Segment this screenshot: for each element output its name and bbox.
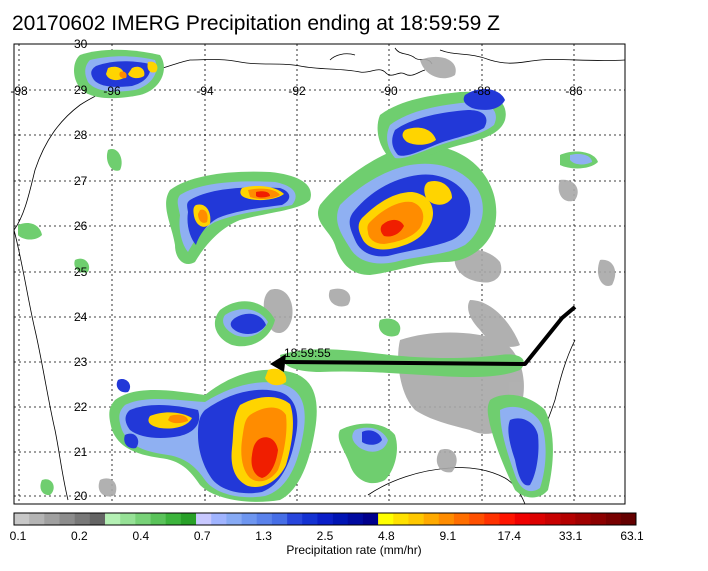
colorbar-tick-label: 4.8	[378, 529, 395, 543]
colorbar-tick-label: 63.1	[620, 529, 644, 543]
colorbar-swatch	[484, 513, 500, 525]
colorbar-swatch	[29, 513, 45, 525]
colorbar-swatch	[453, 513, 470, 525]
colorbar-swatch	[590, 513, 606, 525]
colorbar-swatch	[196, 513, 212, 525]
colorbar-swatch	[529, 513, 546, 525]
colorbar-tick-label: 0.1	[9, 529, 27, 543]
colorbar-swatch	[287, 513, 303, 525]
colorbar-swatch	[469, 513, 485, 525]
colorbar-swatch	[226, 513, 242, 525]
colorbar-swatch	[575, 513, 591, 525]
colorbar-swatch	[165, 513, 182, 525]
colorbar	[13, 512, 637, 526]
lat-label: 30	[74, 37, 88, 51]
colorbar-swatch	[378, 513, 394, 525]
lat-label: 22	[74, 400, 88, 414]
colorbar-swatch	[74, 513, 91, 525]
colorbar-swatch	[14, 513, 30, 525]
colorbar-swatch	[438, 513, 455, 525]
colorbar-swatch	[605, 513, 622, 525]
colorbar-swatch	[89, 513, 106, 525]
colorbar-swatch	[347, 513, 364, 525]
colorbar-swatch	[560, 513, 576, 525]
colorbar-swatch	[241, 513, 258, 525]
colorbar-swatch	[332, 513, 349, 525]
lon-label: -96	[103, 84, 121, 98]
lon-label: -94	[196, 84, 214, 98]
colorbar-swatch	[362, 513, 379, 525]
colorbar-swatch	[317, 513, 333, 525]
lon-label: -86	[565, 84, 583, 98]
lon-label: -90	[380, 84, 398, 98]
lon-label: -98	[10, 84, 28, 98]
lat-label: 27	[74, 174, 88, 188]
lat-label: 21	[74, 445, 88, 459]
colorbar-tick-label: 0.4	[132, 529, 150, 543]
lat-label: 20	[74, 489, 88, 503]
colorbar-tick-label: 17.4	[497, 529, 521, 543]
colorbar-swatch	[135, 513, 151, 525]
colorbar-tick-label: 0.2	[71, 529, 88, 543]
colorbar-swatch	[44, 513, 60, 525]
lat-label: 23	[74, 355, 88, 369]
lat-label: 25	[74, 265, 88, 279]
colorbar-swatch	[620, 513, 637, 525]
colorbar-swatch	[256, 513, 273, 525]
colorbar-swatch	[180, 513, 197, 525]
colorbar-border	[13, 512, 637, 526]
colorbar-swatch	[59, 513, 75, 525]
lat-label: 28	[74, 128, 88, 142]
colorbar-swatch	[150, 513, 167, 525]
colorbar-tick-label: 0.7	[193, 529, 211, 543]
colorbar-swatch	[393, 513, 409, 525]
lat-label: 24	[74, 310, 88, 324]
precip-red	[251, 191, 404, 478]
colorbar-swatch	[120, 513, 136, 525]
colorbar-swatch	[423, 513, 440, 525]
track-time-label: 18:59:55	[284, 346, 331, 360]
lat-label: 29	[74, 83, 88, 97]
colorbar-tick-label: 1.3	[255, 529, 272, 543]
colorbar-swatch	[514, 513, 531, 525]
satellite-track	[270, 305, 577, 372]
colorbar-swatch	[105, 513, 121, 525]
chart-title: 20170602 IMERG Precipitation ending at 1…	[12, 12, 500, 35]
colorbar-swatch	[211, 513, 227, 525]
colorbar-tick-label: 9.1	[439, 529, 457, 543]
colorbar-title: Precipitation rate (mm/hr)	[286, 543, 422, 557]
colorbar-swatch	[271, 513, 288, 525]
colorbar-swatch	[302, 513, 318, 525]
colorbar-swatch	[544, 513, 561, 525]
colorbar-swatch	[408, 513, 424, 525]
colorbar-tick-labels: 0.1 0.2 0.4 0.7 1.3 2.5 4.8 9.1 17.4 33.1 63.1	[0, 529, 708, 545]
colorbar-swatch	[499, 513, 515, 525]
colorbar-tick-label: 2.5	[316, 529, 334, 543]
lon-label: -88	[473, 84, 491, 98]
lat-label: 26	[74, 219, 88, 233]
lon-label: -92	[288, 84, 306, 98]
colorbar-tick-label: 33.1	[558, 529, 583, 543]
